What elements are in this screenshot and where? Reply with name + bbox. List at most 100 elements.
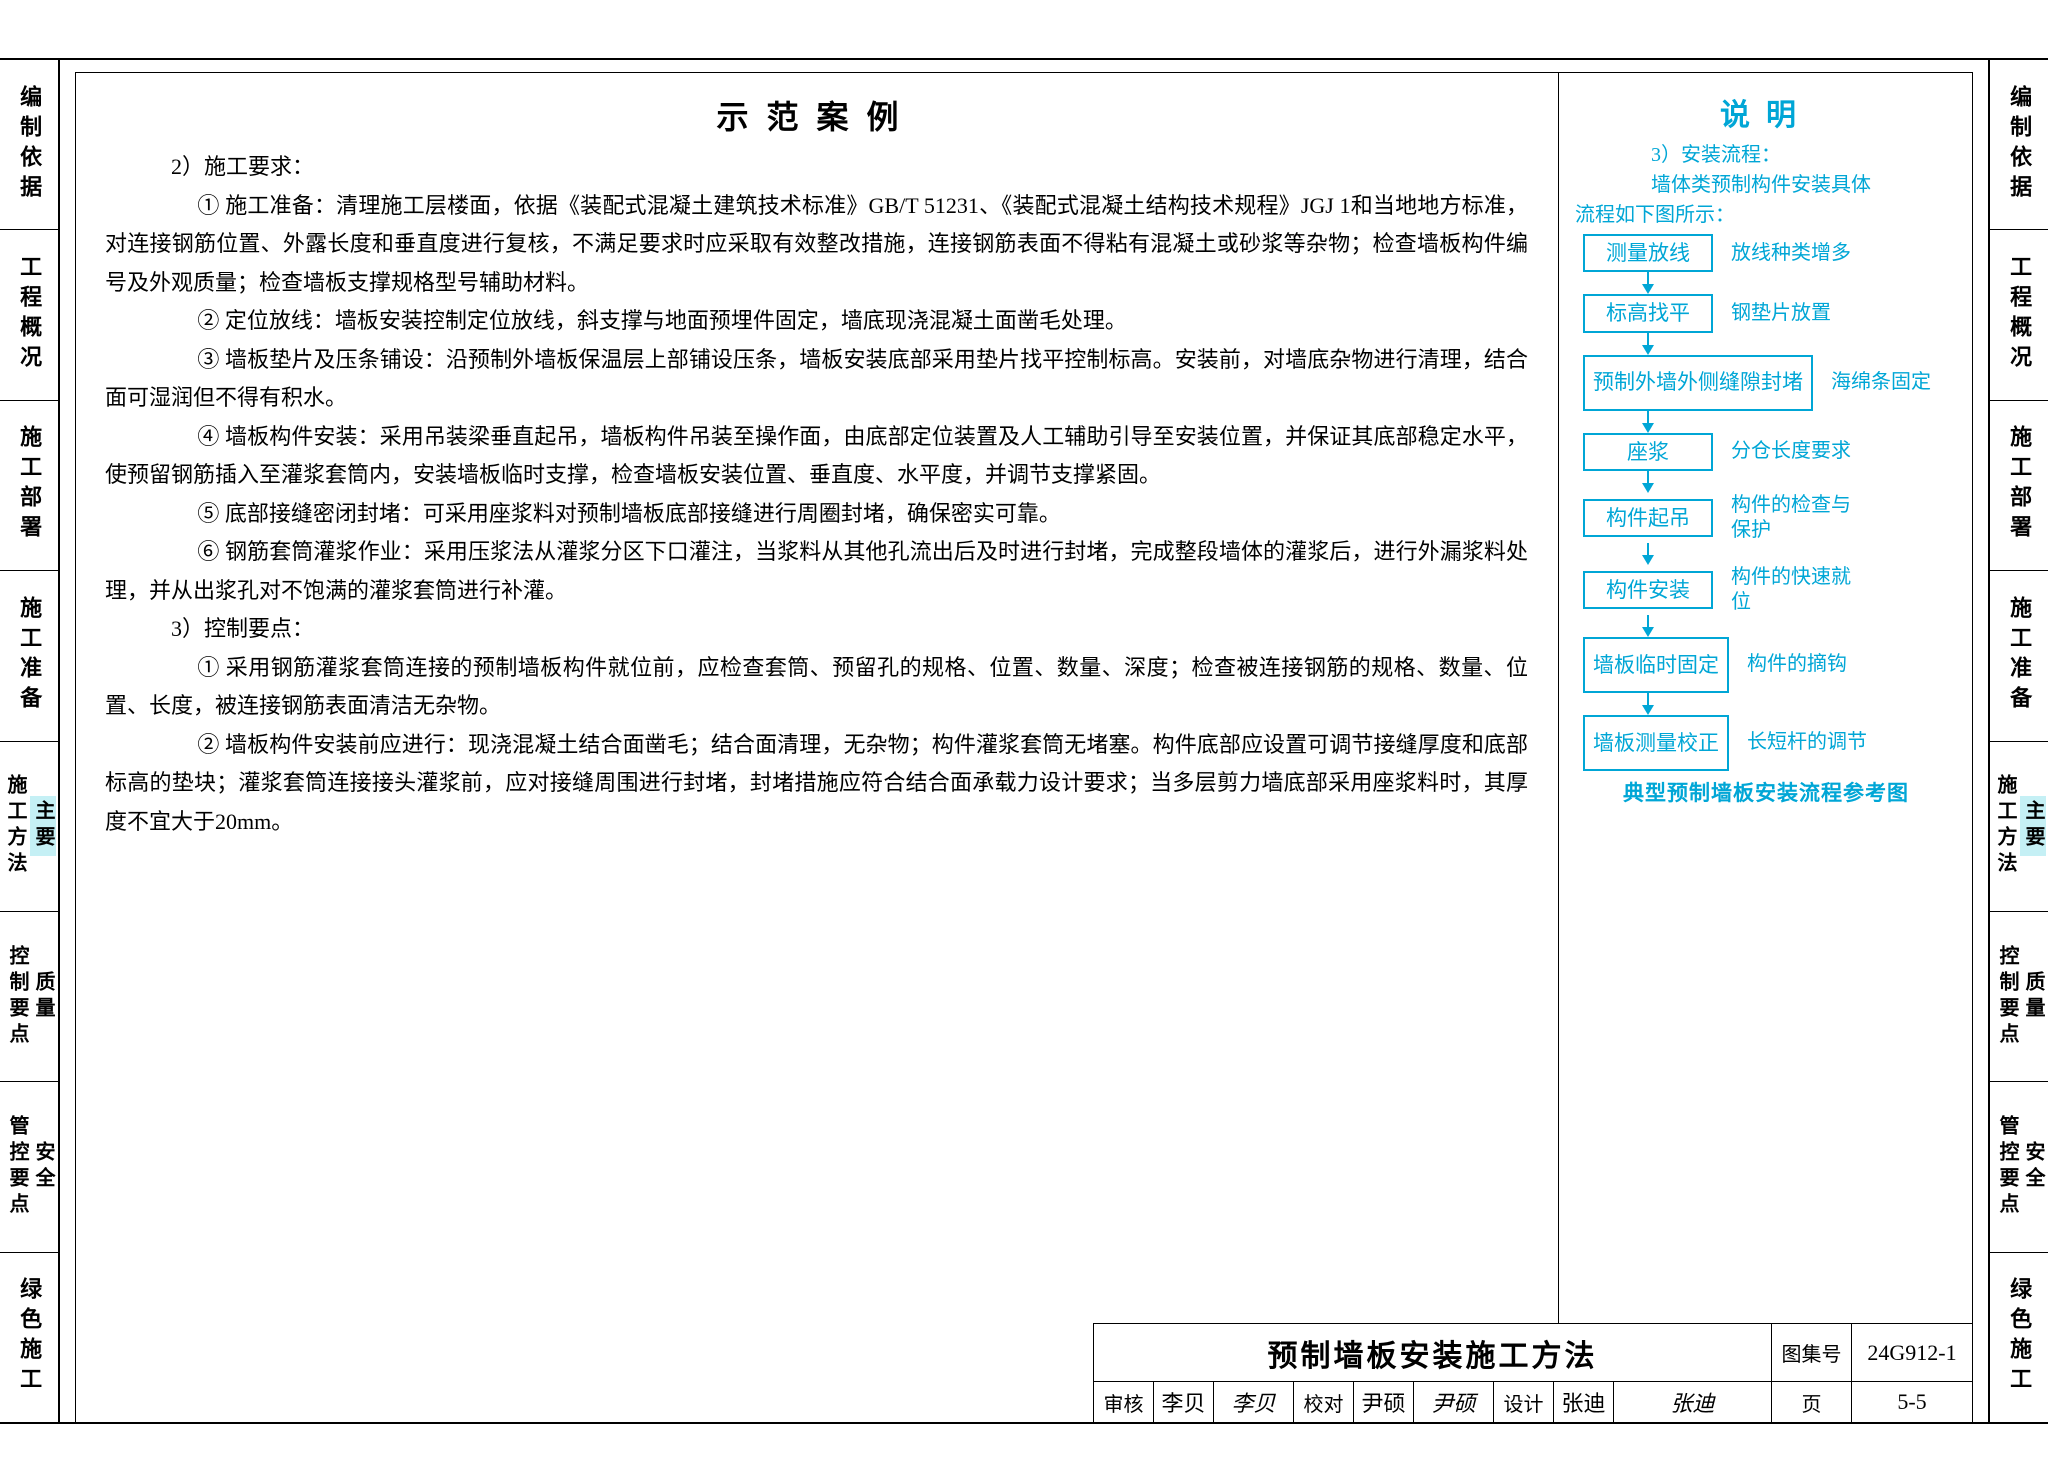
section2-head: 2）施工要求： <box>105 148 1528 187</box>
side-tab-3[interactable]: 施工准备 <box>1990 570 2048 740</box>
side-tab-1[interactable]: 工程概况 <box>0 229 58 399</box>
flow-box-4: 构件起吊 <box>1583 499 1713 537</box>
page-label: 页 <box>1772 1382 1852 1422</box>
title-block: 预制墙板安装施工方法 图集号 24G912-1 审核 李贝 李贝 校对 尹硕 尹… <box>1093 1323 1973 1422</box>
jiaodui-label: 校对 <box>1294 1382 1354 1422</box>
side-tab-6[interactable]: 管控要点安全 <box>0 1081 58 1251</box>
flow-row-6: 墙板临时固定构件的摘钩 <box>1583 637 1847 693</box>
side-tab-label: 管控要点 <box>4 1111 30 1223</box>
flow-box-1: 标高找平 <box>1583 294 1713 332</box>
page-value: 5-5 <box>1852 1382 1972 1422</box>
side-tab-label: 工程概况 <box>17 255 41 375</box>
drawing-title: 预制墙板安装施工方法 <box>1094 1324 1772 1381</box>
flow-label-5: 构件的快速就位 <box>1731 565 1851 615</box>
control-point-0: ① 采用钢筋灌浆套筒连接的预制墙板构件就位前，应检查套筒、预留孔的规格、位置、数… <box>105 649 1528 726</box>
flow-row-5: 构件安装构件的快速就位 <box>1583 565 1851 615</box>
jiaodui-sig: 尹硕 <box>1414 1382 1494 1422</box>
side-tab-label: 绿色施工 <box>2007 1277 2031 1397</box>
sheji-sig: 张迪 <box>1614 1382 1772 1422</box>
shenhe-name: 李贝 <box>1154 1382 1214 1422</box>
flow-box-3: 座浆 <box>1583 433 1713 471</box>
left-side-tabs: 编制依据工程概况施工部署施工准备施工方法主要控制要点质量管控要点安全绿色施工 <box>0 60 60 1422</box>
control-point-1: ② 墙板构件安装前应进行：现浇混凝土结合面凿毛；结合面清理，无杂物；构件灌浆套筒… <box>105 726 1528 842</box>
side-tab-0[interactable]: 编制依据 <box>1990 60 2048 229</box>
side-tab-6[interactable]: 管控要点安全 <box>1990 1081 2048 1251</box>
side-tab-3[interactable]: 施工准备 <box>0 570 58 740</box>
side-tab-1[interactable]: 工程概况 <box>1990 229 2048 399</box>
flow-arrow-1 <box>1583 333 1713 355</box>
page-frame: 编制依据工程概况施工部署施工准备施工方法主要控制要点质量管控要点安全绿色施工 示… <box>0 60 2048 1422</box>
side-tab-7[interactable]: 绿色施工 <box>1990 1252 2048 1422</box>
flow-box-0: 测量放线 <box>1583 234 1713 272</box>
content-area: 示范案例 2）施工要求： ① 施工准备：清理施工层楼面，依据《装配式混凝土建筑技… <box>60 60 1988 1422</box>
flow-arrow-0 <box>1583 272 1713 294</box>
flow-label-4: 构件的检查与保护 <box>1731 493 1851 543</box>
side-tab-2[interactable]: 施工部署 <box>1990 400 2048 570</box>
side-tab-label: 施工方法 <box>1992 770 2018 882</box>
flow-label-2: 海绵条固定 <box>1831 370 1931 395</box>
right-intro-line3: 流程如下图所示： <box>1575 204 1735 226</box>
side-tab-label: 编制依据 <box>2007 85 2031 205</box>
flow-caption: 典型预制墙板安装流程参考图 <box>1575 777 1957 807</box>
flow-arrow-3 <box>1583 471 1713 493</box>
flow-row-2: 预制外墙外侧缝隙封堵海绵条固定 <box>1583 355 1931 411</box>
flow-row-4: 构件起吊构件的检查与保护 <box>1583 493 1851 543</box>
right-intro-line1: 3）安装流程： <box>1575 140 1957 170</box>
right-column: 说明 3）安装流程： 墙体类预制构件安装具体 流程如下图所示： 测量放线放线种类… <box>1558 72 1973 1422</box>
right-intro: 3）安装流程： 墙体类预制构件安装具体 流程如下图所示： <box>1575 140 1957 230</box>
section3-head: 3）控制要点： <box>105 610 1528 649</box>
side-tab-label: 管控要点 <box>1994 1111 2020 1223</box>
side-tab-sublabel: 安全 <box>32 1141 54 1193</box>
flow-arrow-5 <box>1583 615 1713 637</box>
paragraph-1: ② 定位放线：墙板安装控制定位放线，斜支撑与地面预埋件固定，墙底现浇混凝土面凿毛… <box>105 302 1528 341</box>
sheji-name: 张迪 <box>1554 1382 1614 1422</box>
side-tab-sublabel: 主要 <box>2020 796 2046 856</box>
right-side-tabs: 编制依据工程概况施工部署施工准备施工方法主要控制要点质量管控要点安全绿色施工 <box>1988 60 2048 1422</box>
flow-arrow-2 <box>1583 411 1713 433</box>
side-tab-7[interactable]: 绿色施工 <box>0 1252 58 1422</box>
side-tab-5[interactable]: 控制要点质量 <box>1990 911 2048 1081</box>
sheji-label: 设计 <box>1494 1382 1554 1422</box>
flow-box-6: 墙板临时固定 <box>1583 637 1729 693</box>
side-tab-label: 绿色施工 <box>17 1277 41 1397</box>
flow-label-6: 构件的摘钩 <box>1747 652 1847 677</box>
side-tab-label: 施工准备 <box>17 596 41 716</box>
side-tab-label: 施工部署 <box>2007 425 2031 545</box>
flowchart: 测量放线放线种类增多标高找平钢垫片放置预制外墙外侧缝隙封堵海绵条固定座浆分仓长度… <box>1575 234 1957 771</box>
main-title: 示范案例 <box>105 92 1528 138</box>
paragraph-3: ④ 墙板构件安装：采用吊装梁垂直起吊，墙板构件吊装至操作面，由底部定位装置及人工… <box>105 418 1528 495</box>
side-tab-5[interactable]: 控制要点质量 <box>0 911 58 1081</box>
side-tab-label: 控制要点 <box>4 941 30 1053</box>
flow-row-1: 标高找平钢垫片放置 <box>1583 294 1831 332</box>
tuji-value: 24G912-1 <box>1852 1324 1972 1381</box>
flow-label-1: 钢垫片放置 <box>1731 301 1831 326</box>
left-column: 示范案例 2）施工要求： ① 施工准备：清理施工层楼面，依据《装配式混凝土建筑技… <box>75 72 1558 1422</box>
flow-arrow-4 <box>1583 543 1713 565</box>
shenhe-sig: 李贝 <box>1214 1382 1294 1422</box>
right-intro-line2: 墙体类预制构件安装具体 <box>1575 170 1957 200</box>
flow-box-7: 墙板测量校正 <box>1583 715 1729 771</box>
side-tab-0[interactable]: 编制依据 <box>0 60 58 229</box>
side-tab-label: 施工部署 <box>17 425 41 545</box>
side-tab-4[interactable]: 施工方法主要 <box>1990 741 2048 911</box>
jiaodui-name: 尹硕 <box>1354 1382 1414 1422</box>
paragraph-4: ⑤ 底部接缝密闭封堵：可采用座浆料对预制墙板底部接缝进行周圈封堵，确保密实可靠。 <box>105 495 1528 534</box>
flow-row-0: 测量放线放线种类增多 <box>1583 234 1851 272</box>
flow-arrow-6 <box>1583 693 1713 715</box>
side-tab-sublabel: 质量 <box>2022 971 2044 1023</box>
flow-row-3: 座浆分仓长度要求 <box>1583 433 1851 471</box>
side-tab-sublabel: 主要 <box>30 796 56 856</box>
paragraph-0: ① 施工准备：清理施工层楼面，依据《装配式混凝土建筑技术标准》GB/T 5123… <box>105 187 1528 303</box>
flow-box-5: 构件安装 <box>1583 571 1713 609</box>
side-tab-4[interactable]: 施工方法主要 <box>0 741 58 911</box>
side-tab-2[interactable]: 施工部署 <box>0 400 58 570</box>
side-tab-sublabel: 质量 <box>32 971 54 1023</box>
shenhe-label: 审核 <box>1094 1382 1154 1422</box>
flow-label-7: 长短杆的调节 <box>1747 730 1867 755</box>
tuji-label: 图集号 <box>1772 1324 1852 1381</box>
flow-label-0: 放线种类增多 <box>1731 241 1851 266</box>
paragraph-2: ③ 墙板垫片及压条铺设：沿预制外墙板保温层上部铺设压条，墙板安装底部采用垫片找平… <box>105 341 1528 418</box>
side-tab-label: 控制要点 <box>1994 941 2020 1053</box>
side-tab-label: 工程概况 <box>2007 255 2031 375</box>
side-tab-label: 施工方法 <box>2 770 28 882</box>
